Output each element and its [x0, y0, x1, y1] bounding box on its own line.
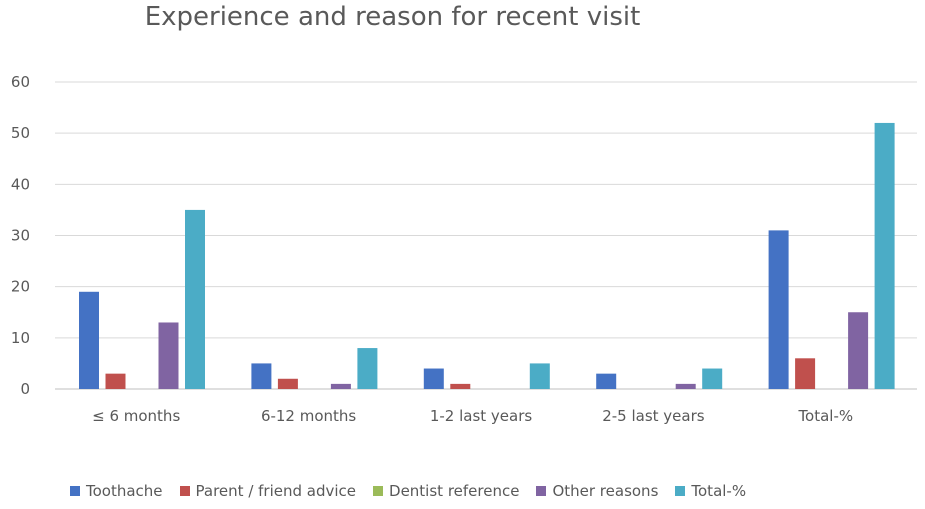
- bar-other-reasons-0: [158, 322, 179, 389]
- legend-label: Total-%: [691, 482, 747, 500]
- y-tick-label: 30: [11, 227, 30, 245]
- x-tick-label: 1-2 last years: [430, 407, 533, 425]
- x-tick-label: ≤ 6 months: [92, 407, 180, 425]
- bar-total--4: [874, 122, 895, 389]
- bar-total--0: [185, 209, 205, 389]
- bar-parent-friend-advice-1: [277, 378, 298, 389]
- y-tick-label: 40: [11, 175, 30, 193]
- legend-item: Parent / friend advice: [179, 482, 357, 500]
- legend-label: Toothache: [86, 482, 163, 500]
- bar-other-reasons-1: [330, 383, 351, 389]
- bar-total--2: [529, 363, 550, 389]
- legend-label: Other reasons: [552, 482, 659, 500]
- legend-swatch: [373, 486, 384, 496]
- bar-other-reasons-3: [675, 383, 696, 389]
- bar-total--3: [702, 368, 723, 389]
- bar-toothache-0: [79, 291, 99, 389]
- legend-item: Toothache: [70, 482, 163, 500]
- chart-title: Experience and reason for recent visit: [144, 2, 641, 32]
- y-tick-label: 20: [11, 278, 30, 296]
- bar-total--1: [357, 348, 378, 389]
- legend-swatch: [70, 486, 80, 496]
- legend-swatch: [179, 486, 190, 496]
- chart-legend: Toothache Parent / friend advice Dentist r…: [70, 482, 763, 500]
- bar-toothache-1: [251, 363, 272, 389]
- x-tick-label: 2-5 last years: [602, 407, 705, 425]
- y-tick-label: 60: [11, 73, 30, 91]
- bar-parent-friend-advice-2: [450, 383, 471, 389]
- bar-toothache-3: [596, 373, 617, 389]
- bar-other-reasons-4: [848, 312, 869, 389]
- legend-label: Parent / friend advice: [195, 482, 357, 500]
- legend-item: Total-%: [675, 482, 746, 500]
- y-tick-label: 0: [20, 380, 30, 398]
- legend-swatch: [675, 486, 686, 496]
- legend-label: Dentist reference: [389, 482, 520, 500]
- legend-item: Dentist reference: [373, 482, 519, 500]
- y-tick-label: 50: [11, 124, 30, 142]
- bar-toothache-4: [768, 230, 789, 389]
- x-tick-label: Total-%: [797, 407, 853, 425]
- y-tick-label: 10: [11, 329, 30, 347]
- bar-toothache-2: [423, 368, 444, 389]
- x-tick-label: 6-12 months: [261, 407, 356, 425]
- legend-item: Other reasons: [536, 482, 658, 500]
- legend-swatch: [536, 486, 547, 496]
- bar-parent-friend-advice-4: [795, 358, 816, 389]
- bar-parent-friend-advice-0: [105, 373, 126, 389]
